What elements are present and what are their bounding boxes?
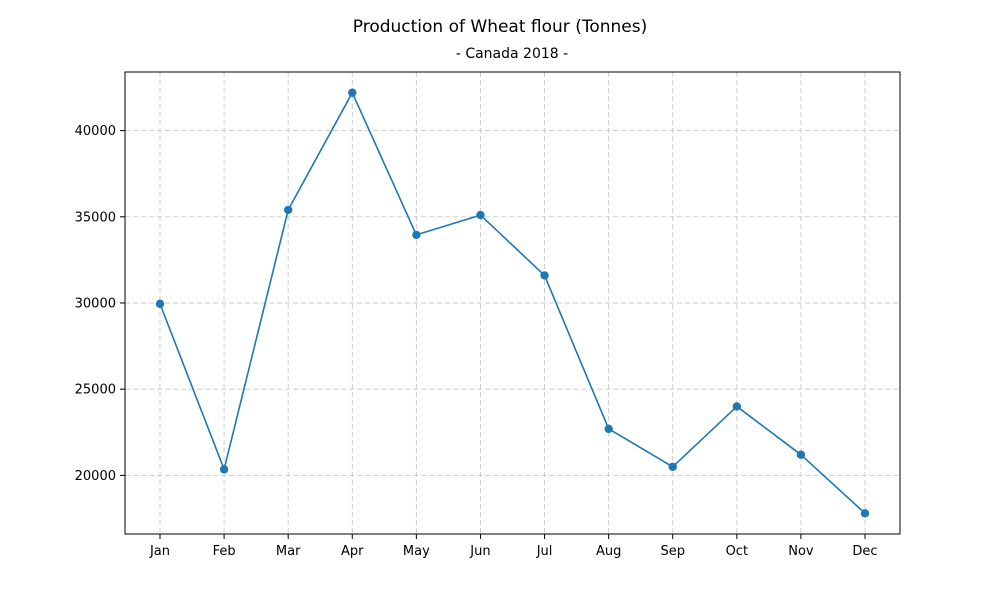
data-point-may xyxy=(412,230,421,240)
data-point-jun xyxy=(476,210,485,220)
x-tick-label-oct: Oct xyxy=(726,544,748,559)
y-tick-label-40000: 40000 xyxy=(75,124,116,139)
x-tick-label-sep: Sep xyxy=(660,544,685,559)
y-tick-label-25000: 25000 xyxy=(75,383,116,398)
x-tick-label-jan: Jan xyxy=(149,544,170,559)
x-tick-label-apr: Apr xyxy=(341,544,364,559)
data-point-nov xyxy=(796,450,806,459)
x-tick-label-dec: Dec xyxy=(852,544,877,559)
chart-title: Production of Wheat flour (Tonnes) xyxy=(353,17,647,37)
x-tick-label-jul: Jul xyxy=(536,544,553,559)
data-point-aug xyxy=(604,424,613,434)
series-line-0 xyxy=(159,91,866,514)
plot-area-frame xyxy=(124,71,901,535)
axes: Jan Feb Mar Apr May Jun Jul Aug Sep Oct Nov Dec 2000… xyxy=(75,124,878,559)
y-tick-label-20000: 20000 xyxy=(75,469,116,484)
data-point-oct xyxy=(732,402,742,411)
data-point-feb xyxy=(219,465,229,474)
data-point-dec xyxy=(860,509,870,518)
x-tick-label-feb: Feb xyxy=(213,544,236,559)
series-layer xyxy=(155,88,870,518)
x-tick-label-nov: Nov xyxy=(788,544,814,559)
x-tick-label-jun: Jun xyxy=(469,544,490,559)
grid-lines xyxy=(125,72,900,534)
data-point-sep xyxy=(668,462,677,471)
data-point-jan xyxy=(155,299,165,309)
data-point-mar xyxy=(283,205,293,215)
data-point-jul xyxy=(540,271,549,280)
x-tick-label-mar: Mar xyxy=(276,544,301,559)
y-tick-label-35000: 35000 xyxy=(75,210,116,225)
data-point-apr xyxy=(348,88,357,97)
chart-subtitle: - Canada 2018 - xyxy=(456,46,568,62)
x-tick-label-may: May xyxy=(403,544,430,559)
y-tick-label-30000: 30000 xyxy=(75,297,116,312)
x-tick-label-aug: Aug xyxy=(596,544,621,559)
